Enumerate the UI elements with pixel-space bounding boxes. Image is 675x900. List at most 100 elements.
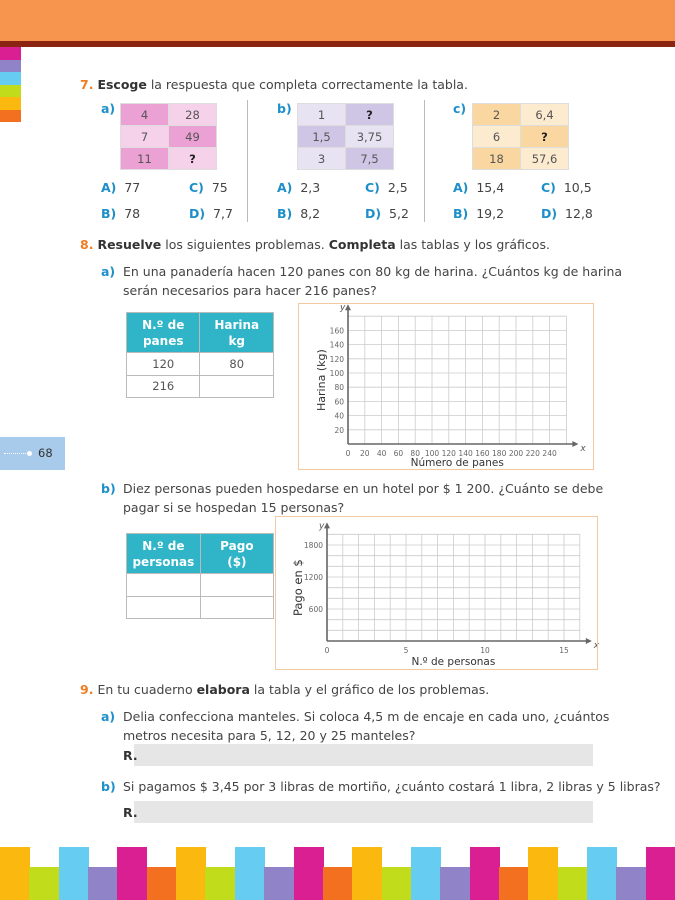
q7-option[interactable]: B) 78 (101, 206, 141, 221)
color-bar (117, 847, 148, 900)
q8a-line2: serán necesarios para hacer 216 panes? (123, 283, 377, 298)
answer-cell[interactable] (199, 595, 275, 619)
q9a-answer-field[interactable] (134, 744, 593, 766)
y-axis-label: Harina (kg) (315, 349, 328, 411)
header-harina: Harina kg (199, 312, 274, 353)
color-tab (0, 109, 21, 122)
answer-cell[interactable] (199, 374, 274, 398)
answer-cell[interactable] (126, 573, 201, 597)
color-bar (234, 847, 265, 900)
y-tick-label: 20 (334, 426, 344, 435)
color-bar (146, 867, 177, 900)
q7-table: 2 6,4 6? 18 57,6 (472, 103, 569, 170)
table-row: 1,5 3,75 (297, 125, 394, 148)
q9b-label: b) (101, 779, 116, 794)
q8-verb2: Completa (328, 237, 396, 252)
page-number: 68 (38, 446, 53, 460)
q7-part-label: b) (277, 101, 292, 116)
table-row: 18 57,6 (472, 147, 569, 170)
color-bar (645, 847, 675, 900)
divider (424, 100, 425, 222)
q9a-statement: a) Delia confecciona manteles. Si coloca… (101, 709, 610, 743)
q7-option[interactable]: A) 15,4 (453, 180, 505, 195)
color-bar (88, 867, 119, 900)
q9-title: 9. En tu cuaderno elabora la tabla y el … (80, 682, 489, 697)
color-bar (528, 847, 559, 900)
color-bar (58, 847, 89, 900)
x-tick-label: 5 (404, 646, 409, 655)
table-cell: 4 (120, 103, 169, 126)
y-axis-letter: y (318, 521, 325, 531)
x-tick-label: 0 (346, 449, 351, 458)
color-tab (0, 59, 21, 72)
table-cell: ? (168, 147, 217, 170)
color-tab (0, 47, 21, 60)
color-bar (440, 867, 471, 900)
q8-title: 8. Resuelve los siguientes problemas. Co… (80, 237, 550, 252)
q9-verb: elabora (196, 682, 250, 697)
color-bar (352, 847, 383, 900)
q7-option[interactable]: C) 75 (189, 180, 228, 195)
table-row (126, 573, 275, 597)
q8b-table: N.º de personas Pago ($) (126, 533, 275, 619)
table-cell: 57,6 (520, 147, 569, 170)
color-bar (322, 867, 353, 900)
x-tick-label: 20 (360, 449, 370, 458)
chart-box-2 (275, 516, 598, 670)
q7-option[interactable]: A) 2,3 (277, 180, 321, 195)
q7-option[interactable]: A) 77 (101, 180, 141, 195)
y-tick-label: 100 (330, 369, 345, 378)
q7-part-label: a) (101, 101, 116, 116)
answer-cell[interactable] (126, 595, 201, 619)
x-tick-label: 240 (542, 449, 557, 458)
header-personas: N.º de personas (126, 533, 201, 574)
x-tick-label: 180 (492, 449, 507, 458)
q7-option[interactable]: D) 7,7 (189, 206, 233, 221)
table-cell: ? (520, 125, 569, 148)
q8b-statement: b) Diez personas pueden hospedarse en un… (101, 479, 603, 515)
q7-option[interactable]: D) 12,8 (541, 206, 593, 221)
y-tick-label: 1200 (304, 573, 323, 582)
q7-option[interactable]: D) 5,2 (365, 206, 409, 221)
q7-option[interactable]: C) 2,5 (365, 180, 408, 195)
q8b-line2: pagar si se hospedan 15 personas? (123, 500, 345, 515)
answer-cell[interactable] (199, 573, 275, 597)
x-tick-label: 60 (394, 449, 404, 458)
q8a-line1: En una panadería hacen 120 panes con 80 … (123, 264, 623, 279)
header-band (0, 0, 675, 41)
q8-verb1: Resuelve (97, 237, 162, 252)
x-axis-letter: x (579, 444, 586, 454)
table-cell: 6,4 (520, 103, 569, 126)
q7-option[interactable]: C) 10,5 (541, 180, 592, 195)
y-tick-label: 1800 (304, 541, 323, 550)
q9b-answer-field[interactable] (134, 801, 593, 823)
q7-number: 7. (80, 77, 94, 92)
table-row: 4 28 (120, 103, 217, 126)
x-arrow-icon (572, 441, 579, 447)
table-cell: 7,5 (345, 147, 394, 170)
table-cell: 3 (297, 147, 346, 170)
color-bar (29, 867, 60, 900)
q7-part-label: c) (453, 101, 467, 116)
x-axis-label: Número de panes (411, 457, 504, 469)
q8a-statement: a) En una panadería hacen 120 panes con … (101, 262, 622, 298)
table-row: 11? (120, 147, 217, 170)
y-tick-label: 140 (330, 341, 345, 350)
q8a-table: N.º de panes Harina kg 120 80 216 (125, 312, 274, 398)
color-bar (205, 867, 236, 900)
q7-option[interactable]: B) 19,2 (453, 206, 505, 221)
x-tick-label: 200 (509, 449, 524, 458)
table-row: 216 (125, 374, 274, 398)
table-row: 1? (297, 103, 394, 126)
x-axis-letter: x (593, 641, 600, 651)
table-cell: 1 (297, 103, 346, 126)
color-tab (0, 97, 21, 110)
q9-text2: la tabla y el gráfico de los problemas. (249, 682, 490, 697)
divider (247, 100, 248, 222)
q7-option[interactable]: B) 8,2 (277, 206, 321, 221)
table-cell: 28 (168, 103, 217, 126)
y-axis-label: Pago en $ (291, 559, 305, 616)
table-cell: 1,5 (297, 125, 346, 148)
q9a-answer-label: R. (123, 748, 138, 763)
